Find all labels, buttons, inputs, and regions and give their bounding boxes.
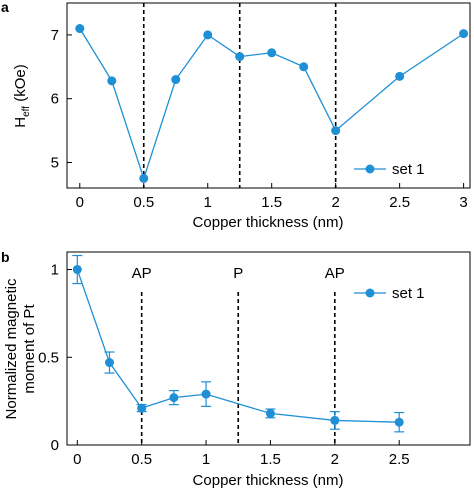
panel-b-y-axis-label-line2: moment of Pt bbox=[21, 304, 38, 394]
panel-b-legend-marker bbox=[365, 288, 375, 298]
x-tick-label: 2 bbox=[331, 194, 339, 211]
x-tick-label: 2.5 bbox=[389, 194, 410, 211]
data-point bbox=[265, 408, 275, 418]
panel-a-y-axis-label-sub: eff bbox=[21, 106, 32, 117]
panel-b-y-axis-label-line1: Normalized magnetic bbox=[3, 278, 20, 419]
y-tick-label: 7 bbox=[51, 27, 59, 44]
x-tick-label: 3 bbox=[459, 194, 467, 211]
panel-a-y-axis-label: Heff (kOe) bbox=[12, 64, 32, 127]
panel-a-legend: set 1 bbox=[354, 161, 425, 178]
panel-b-series-line bbox=[76, 269, 400, 423]
data-point bbox=[104, 358, 114, 368]
x-tick-label: 2 bbox=[331, 451, 339, 468]
panel-a-letter: a bbox=[1, 0, 9, 15]
data-point bbox=[331, 126, 341, 136]
data-point bbox=[137, 403, 147, 413]
x-tick-label: 0.5 bbox=[131, 451, 152, 468]
x-tick-label: 0 bbox=[73, 451, 81, 468]
panel-a-reference-lines bbox=[142, 3, 337, 188]
data-point bbox=[299, 62, 309, 72]
y-tick-label: 5 bbox=[51, 154, 59, 171]
panel-b-y-axis: 00.51 bbox=[38, 262, 72, 454]
x-tick-label: 0 bbox=[76, 194, 84, 211]
panel-a-y-axis-label-main: H bbox=[12, 117, 29, 128]
x-tick-label: 2.5 bbox=[389, 451, 410, 468]
x-tick-label: 1.5 bbox=[261, 194, 282, 211]
panel-b-x-axis-label: Copper thickness (nm) bbox=[193, 472, 344, 489]
x-tick-label: 1.5 bbox=[260, 451, 281, 468]
panel-b-legend: set 1 bbox=[354, 285, 425, 302]
data-point bbox=[107, 76, 117, 86]
y-tick-label: 0 bbox=[51, 437, 59, 454]
data-point bbox=[169, 393, 179, 403]
panel-a-y-axis-label-unit: (kOe) bbox=[12, 64, 29, 106]
panel-b-letter: b bbox=[1, 249, 10, 265]
data-point bbox=[201, 389, 211, 399]
panel-a-x-axis-label: Copper thickness (nm) bbox=[193, 214, 344, 231]
data-point bbox=[171, 75, 181, 85]
panel-b-frame bbox=[66, 251, 471, 446]
annotation-label-2: AP bbox=[325, 265, 345, 282]
data-point bbox=[267, 48, 277, 58]
panel-a-y-axis: 5 6 7 bbox=[51, 27, 72, 171]
data-point bbox=[75, 24, 85, 34]
data-point bbox=[394, 417, 404, 427]
panel-a-legend-label: set 1 bbox=[392, 161, 425, 178]
panel-a-frame bbox=[66, 2, 471, 189]
x-tick-label: 1 bbox=[202, 451, 210, 468]
data-point bbox=[459, 29, 469, 39]
x-tick-label: 1 bbox=[204, 194, 212, 211]
data-point bbox=[203, 30, 213, 40]
data-point bbox=[72, 265, 82, 275]
panel-a-x-axis: 0 0.5 1 1.5 2 2.5 3 bbox=[76, 183, 468, 211]
panel-a: a 0 0.5 1 1.5 2 2.5 3 5 6 7 Copper thickness (nm… bbox=[1, 0, 471, 231]
y-tick-label: 6 bbox=[51, 91, 59, 108]
data-point bbox=[330, 415, 340, 425]
panel-b-legend-label: set 1 bbox=[392, 285, 425, 302]
data-point bbox=[139, 173, 149, 183]
data-point bbox=[395, 71, 405, 81]
panel-b-markers bbox=[72, 265, 404, 427]
panel-b-x-axis: 0 0.5 1 1.5 2 2.5 bbox=[73, 440, 410, 468]
panel-b: b AP P AP 0 0.5 1 1.5 2 2.5 00.51 Copper thickn… bbox=[1, 249, 471, 489]
x-tick-label: 0.5 bbox=[133, 194, 154, 211]
panel-a-markers bbox=[75, 24, 469, 183]
panel-b-annotations: AP P AP bbox=[132, 265, 345, 282]
annotation-label-0: AP bbox=[132, 265, 152, 282]
y-tick-label: 1 bbox=[51, 262, 59, 279]
panel-b-reference-lines bbox=[140, 292, 336, 445]
annotation-label-1: P bbox=[233, 265, 243, 282]
y-tick-label: 0.5 bbox=[38, 349, 59, 366]
panel-a-legend-marker bbox=[365, 164, 375, 174]
data-point bbox=[235, 52, 245, 62]
